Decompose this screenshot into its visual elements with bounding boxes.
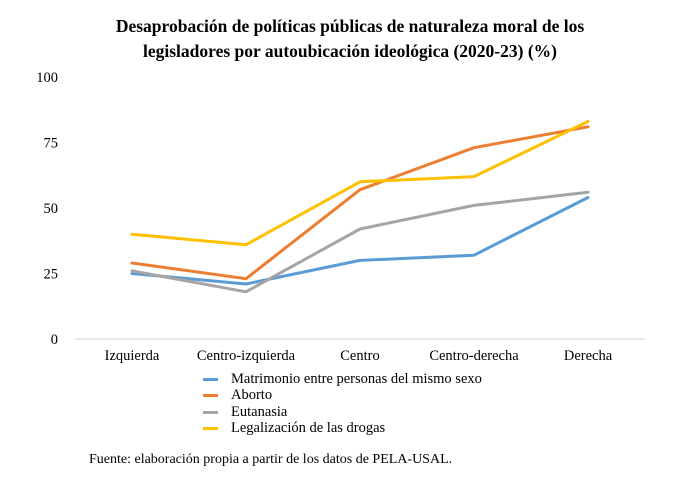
legend-item: Eutanasia: [200, 404, 482, 421]
chart-title-line-2: legisladores por autoubicación ideológic…: [143, 41, 557, 61]
chart-title: Desaprobación de políticas públicas de n…: [0, 14, 700, 64]
x-tick-label: Derecha: [564, 348, 613, 364]
legend-item: Legalización de las drogas: [200, 420, 482, 438]
legend-line-swatch: [203, 377, 218, 381]
legend-label: Aborto: [231, 387, 273, 404]
x-tick-label: Centro-derecha: [429, 348, 519, 364]
source-note: Fuente: elaboración propia a partir de l…: [89, 452, 453, 467]
y-tick-label: 50: [44, 201, 59, 217]
series-line-2: [130, 125, 590, 281]
series-line-3: [130, 190, 590, 294]
x-tick-label: Centro: [340, 348, 379, 364]
chart-title-line-1: Desaprobación de políticas públicas de n…: [115, 16, 585, 36]
legend-line-swatch: [203, 410, 218, 414]
x-tick-label: Izquierda: [105, 348, 160, 364]
legend-item: Aborto: [200, 387, 482, 405]
y-tick-label: 75: [44, 136, 59, 152]
x-tick-label: Centro-izquierda: [197, 348, 296, 364]
legend-label: Legalización de las drogas: [231, 420, 386, 437]
y-tick-label: 100: [36, 70, 58, 86]
legend-label: Eutanasia: [231, 403, 288, 420]
y-axis: 0 25 50 75 100: [36, 70, 58, 348]
legend-line-swatch: [203, 394, 218, 398]
x-axis: Izquierda Centro-izquierda Centro Centro-de…: [105, 348, 613, 364]
legend-item: Matrimonio entre personas del mismo sexo: [200, 371, 482, 388]
series-group: [130, 120, 590, 294]
y-tick-label: 25: [44, 267, 59, 283]
legend-label: Matrimonio entre personas del mismo sexo: [231, 370, 482, 387]
legend: Matrimonio entre personas del mismo sexo…: [200, 371, 482, 437]
y-tick-label: 0: [51, 332, 58, 348]
legend-line-swatch: [203, 427, 218, 431]
